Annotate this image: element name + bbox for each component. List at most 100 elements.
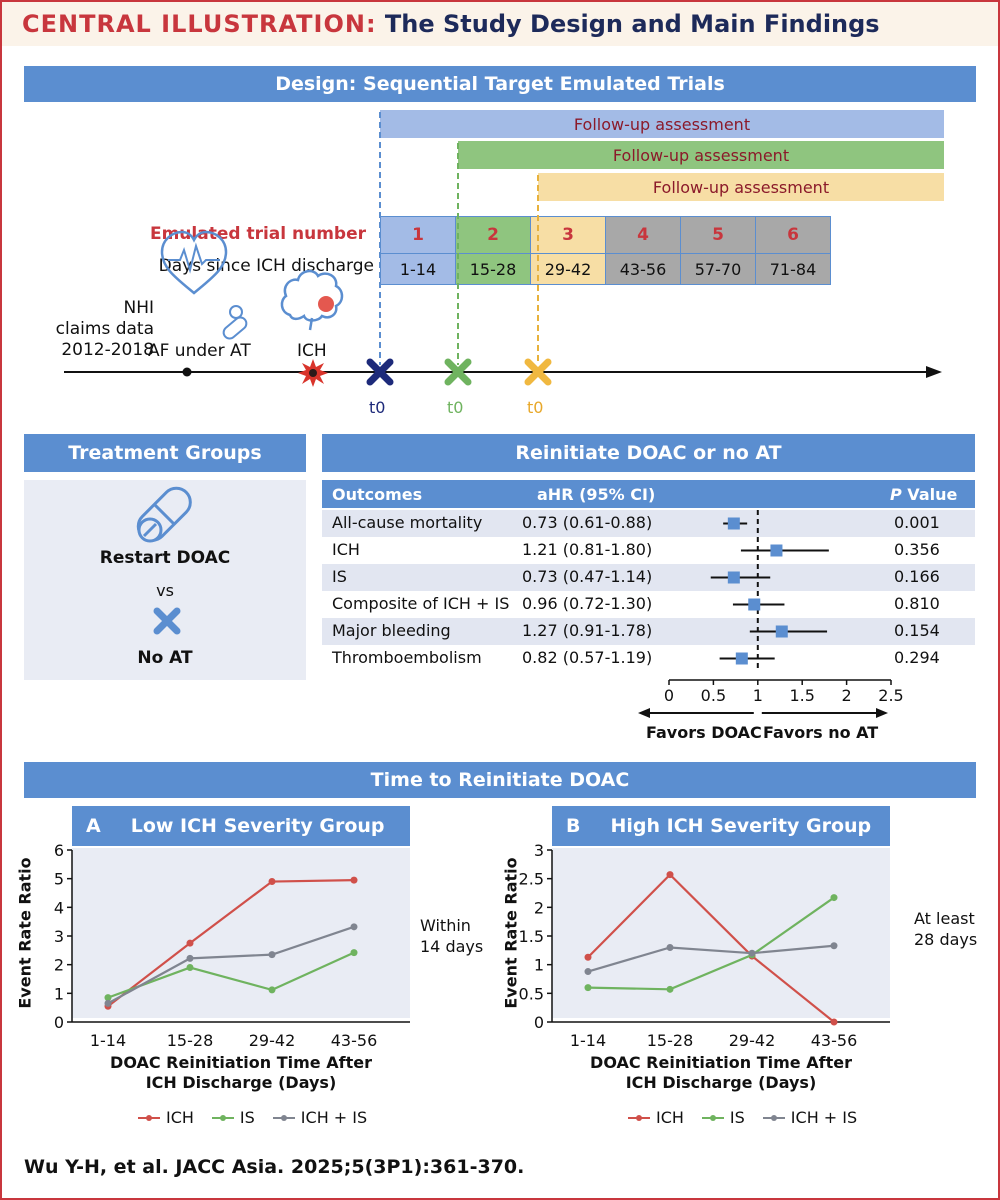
x-tick-label: 29-42 (249, 1031, 296, 1050)
legend-swatch (138, 1114, 160, 1121)
y-tick-label: 1 (534, 956, 544, 975)
forest-tick-label: 1.5 (789, 686, 814, 705)
ich-label: ICH (297, 341, 327, 361)
legend-a: ICH IS ICH + IS (136, 1108, 377, 1127)
forest-tick-label: 2 (842, 686, 852, 705)
followup-bar-3: Follow-up assessment (538, 173, 944, 201)
trial-cell: 2 (455, 216, 531, 254)
legend-label: IS (239, 1108, 255, 1127)
legend-item: ICH (136, 1108, 194, 1127)
hr-marker (770, 544, 783, 557)
favors-noat-label: Favors no AT (763, 723, 879, 742)
pills-icon (222, 305, 248, 340)
trial-cell: 5 (680, 216, 756, 254)
trial-cell: 1 (380, 216, 456, 254)
legend-swatch (628, 1114, 650, 1121)
y-tick-label: 0 (534, 1013, 544, 1032)
row-ahr: 0.96 (0.72-1.30) (522, 594, 653, 613)
hr-marker (735, 652, 748, 665)
followup-bar-1: Follow-up assessment (380, 110, 944, 138)
data-point (186, 964, 194, 972)
y-tick-label: 5 (54, 870, 64, 889)
data-point (666, 985, 674, 993)
group1-label: Restart DOAC (99, 548, 231, 568)
annotation-a: Within 14 days (420, 916, 484, 956)
col-pvalue: P Value (890, 485, 958, 504)
followup-bar-2: Follow-up assessment (458, 141, 944, 169)
data-point (268, 951, 276, 959)
data-point (186, 939, 194, 947)
hr-marker (727, 571, 740, 584)
x-tick-label: 1-14 (570, 1031, 606, 1050)
xlabel-a: DOAC Reinitiation Time After ICH Discharg… (110, 1053, 372, 1092)
t0-x-yellow-icon (524, 358, 552, 386)
row-p: 0.154 (894, 621, 940, 640)
forest-tick-label: 0 (664, 686, 674, 705)
y-tick-label: 0.5 (519, 984, 544, 1003)
time-header: Time to Reinitiate DOAC (24, 762, 976, 798)
legend-item: IS (700, 1108, 745, 1127)
hr-marker (748, 598, 761, 611)
chart-b-plot-bg (552, 848, 890, 1018)
legend-label: ICH (166, 1108, 194, 1127)
annotation-b: At least 28 days (914, 909, 978, 949)
legend-label: ICH + IS (790, 1108, 858, 1127)
treatment-header: Treatment Groups (24, 434, 306, 472)
forest-header: Reinitiate DOAC or no AT (322, 434, 975, 472)
days-cell: 71-84 (755, 253, 831, 285)
x-tick-label: 29-42 (729, 1031, 776, 1050)
data-point (584, 984, 592, 992)
row-p: 0.001 (894, 513, 940, 532)
row-outcome: All-cause mortality (332, 513, 483, 532)
row-ahr: 0.73 (0.61-0.88) (522, 513, 653, 532)
row-outcome: ICH (332, 540, 360, 559)
data-point (584, 968, 592, 976)
hr-marker (727, 517, 740, 530)
row-ahr: 1.21 (0.81-1.80) (522, 540, 653, 559)
legend-item: ICH + IS (761, 1108, 857, 1127)
data-point (830, 894, 838, 902)
y-tick-label: 1.5 (519, 927, 544, 946)
series-line (107, 951, 355, 999)
brain-icon (280, 269, 344, 331)
legend-item: ICH + IS (271, 1108, 367, 1127)
trial-cell: 4 (605, 216, 681, 254)
trial-table: 1 2 3 4 5 6 1-14 15-28 29-42 43-56 57-70… (380, 216, 831, 285)
trial-number-label: Emulated trial number (149, 224, 366, 244)
x-tick-label: 15-28 (647, 1031, 694, 1050)
title-label: CENTRAL ILLUSTRATION: (22, 10, 377, 38)
t0-label-green: t0 (447, 398, 464, 417)
timeline-svg (64, 112, 942, 387)
legend-swatch (272, 1114, 295, 1121)
row-outcome: Thromboembolism (332, 648, 482, 667)
no-at-x-icon (153, 607, 181, 635)
series-line (587, 944, 835, 973)
row-outcome: Major bleeding (332, 621, 451, 640)
row-p: 0.294 (894, 648, 940, 667)
data-point (268, 986, 276, 994)
row-ahr: 1.27 (0.91-1.78) (522, 621, 653, 640)
design-header: Design: Sequential Target Emulated Trial… (24, 66, 976, 102)
legend-swatch (762, 1114, 785, 1121)
row-p: 0.810 (894, 594, 940, 613)
group2-label: No AT (137, 648, 193, 668)
data-point (584, 953, 592, 961)
row-ahr: 0.82 (0.57-1.19) (522, 648, 653, 667)
y-tick-label: 3 (54, 927, 64, 946)
title-text: The Study Design and Main Findings (384, 10, 880, 38)
legend-label: IS (729, 1108, 745, 1127)
heart-icon (160, 230, 228, 295)
y-tick-label: 0 (54, 1013, 64, 1032)
panel-b-header: B High ICH Severity Group (552, 806, 890, 846)
row-outcome: Composite of ICH + IS (332, 594, 510, 613)
legend-swatch (211, 1114, 234, 1121)
forest-row: Major bleeding 1.27 (0.91-1.78) 0.154 (322, 618, 975, 645)
source-label: NHI claims data 2012-2018 (55, 298, 154, 360)
days-cell: 1-14 (380, 253, 456, 285)
legend-item: ICH (626, 1108, 684, 1127)
days-cell: 43-56 (605, 253, 681, 285)
forest-tick-label: 0.5 (701, 686, 726, 705)
chart-a-svg: 0 1 2 3 4 5 6 1-14 15-28 29-42 43-56 (54, 841, 410, 1050)
panel-a-header: A Low ICH Severity Group (72, 806, 410, 846)
